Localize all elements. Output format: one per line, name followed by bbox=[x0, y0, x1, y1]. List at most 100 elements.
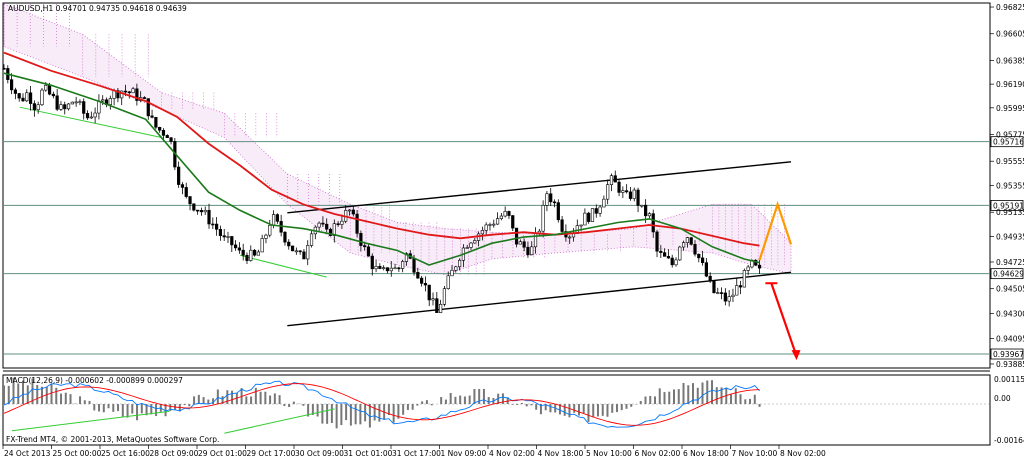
candle-body bbox=[283, 231, 287, 243]
candle-body bbox=[742, 270, 746, 288]
x-tick-label: 4 Nov 18:00 bbox=[538, 449, 584, 458]
candle-body bbox=[678, 246, 682, 261]
moving-averages bbox=[3, 51, 760, 266]
level-price-box bbox=[990, 200, 1024, 211]
candle-body bbox=[40, 89, 44, 106]
candle-body bbox=[192, 203, 196, 211]
candle-body bbox=[120, 90, 124, 99]
y-tick-label: 0.94725 bbox=[996, 258, 1024, 267]
x-tick-label: 25 Oct 00:00 bbox=[53, 449, 102, 458]
candle-body bbox=[507, 211, 511, 216]
candle-body bbox=[245, 254, 249, 261]
candle-body bbox=[518, 241, 522, 245]
candle-body bbox=[401, 261, 405, 269]
y-tick-label: 0.96385 bbox=[996, 56, 1024, 65]
candle-body bbox=[412, 258, 416, 273]
candle-body bbox=[583, 212, 587, 226]
candle-body bbox=[469, 242, 473, 248]
candle-body bbox=[746, 266, 750, 271]
x-tick-label: 7 Nov 10:00 bbox=[732, 449, 778, 458]
copyright-label: FX-Trend MT4, © 2001-2013, MetaQuotes So… bbox=[6, 435, 219, 444]
symbol-ohlc-label: AUDUSD,H1 0.94701 0.94735 0.94618 0.9463… bbox=[8, 4, 187, 13]
candle-body bbox=[317, 222, 321, 228]
macd-signal-line bbox=[3, 383, 760, 426]
candle-body bbox=[13, 89, 17, 94]
macd-tick-label: 0.00 bbox=[994, 394, 1011, 403]
candle-body bbox=[533, 232, 538, 248]
candle-body bbox=[617, 181, 621, 193]
x-tick-label: 30 Oct 09:00 bbox=[295, 449, 344, 458]
candle-body bbox=[150, 115, 154, 118]
price-axis: 0.95716 0.95191 0.94629 0.93967 0.96825 0.966… bbox=[990, 3, 1024, 369]
y-tick-label: 0.95995 bbox=[996, 104, 1024, 113]
horizontal-levels bbox=[4, 141, 989, 355]
candle-body bbox=[385, 267, 390, 272]
candle-body bbox=[609, 175, 614, 185]
candle-body bbox=[613, 175, 617, 183]
candle-body bbox=[328, 228, 333, 236]
candle-body bbox=[393, 267, 397, 270]
candle-body bbox=[404, 253, 409, 262]
level-price-label: 0.93967 bbox=[993, 350, 1024, 359]
candle-body bbox=[423, 283, 428, 286]
candle-body bbox=[738, 285, 743, 288]
candle-body bbox=[503, 211, 507, 217]
candle-body bbox=[63, 104, 67, 110]
level-price-label: 0.95716 bbox=[993, 138, 1024, 147]
channel-line bbox=[287, 161, 792, 214]
candle-body bbox=[9, 79, 14, 91]
candle-body bbox=[693, 244, 697, 255]
y-tick-label: 0.94505 bbox=[996, 285, 1024, 294]
candle-body bbox=[199, 210, 204, 213]
candle-body bbox=[685, 237, 689, 243]
candle-body bbox=[325, 223, 329, 230]
y-tick-label: 0.94300 bbox=[996, 310, 1024, 319]
y-tick-label: 0.95775 bbox=[996, 131, 1024, 140]
candle-body bbox=[55, 95, 59, 110]
candle-body bbox=[731, 294, 735, 297]
candle-body bbox=[594, 208, 598, 214]
candle-body bbox=[146, 98, 150, 117]
price-candles bbox=[2, 64, 762, 314]
y-tick-label: 0.95135 bbox=[996, 208, 1024, 217]
candle-body bbox=[184, 187, 188, 197]
candle-body bbox=[522, 241, 526, 248]
y-tick-label: 0.96190 bbox=[996, 80, 1024, 89]
candle-body bbox=[473, 240, 477, 244]
candle-body bbox=[670, 257, 674, 266]
candle-body bbox=[427, 284, 431, 301]
macd-tick-label: -0.001644 bbox=[994, 436, 1024, 445]
candle-body bbox=[321, 222, 325, 225]
main-chart-pane[interactable] bbox=[2, 2, 991, 369]
candle-body bbox=[85, 113, 90, 119]
candle-body bbox=[347, 209, 352, 212]
divergence-line bbox=[19, 106, 162, 139]
forecast-down-line bbox=[770, 282, 798, 357]
macd-indicator bbox=[3, 377, 989, 434]
x-tick-label: 24 Oct 2013 bbox=[4, 449, 51, 458]
candle-body bbox=[309, 233, 314, 246]
candle-body bbox=[689, 237, 693, 245]
level-price-box bbox=[990, 136, 1024, 148]
candle-body bbox=[249, 249, 253, 261]
x-tick-label: 8 Nov 02:00 bbox=[780, 449, 826, 458]
candle-body bbox=[222, 235, 226, 238]
candle-body bbox=[233, 244, 238, 249]
candle-body bbox=[28, 92, 33, 104]
candle-body bbox=[757, 264, 762, 269]
candle-body bbox=[480, 230, 484, 235]
candle-body bbox=[230, 236, 234, 246]
candle-body bbox=[268, 225, 272, 236]
candle-body bbox=[78, 101, 82, 103]
candle-body bbox=[530, 246, 534, 256]
candle-body bbox=[545, 193, 549, 206]
candle-body bbox=[332, 223, 336, 236]
candle-body bbox=[32, 103, 36, 111]
candle-body bbox=[484, 224, 488, 231]
candle-body bbox=[294, 250, 298, 253]
candle-body bbox=[142, 97, 147, 99]
level-price-label: 0.94629 bbox=[993, 270, 1024, 279]
candle-body bbox=[218, 228, 223, 236]
